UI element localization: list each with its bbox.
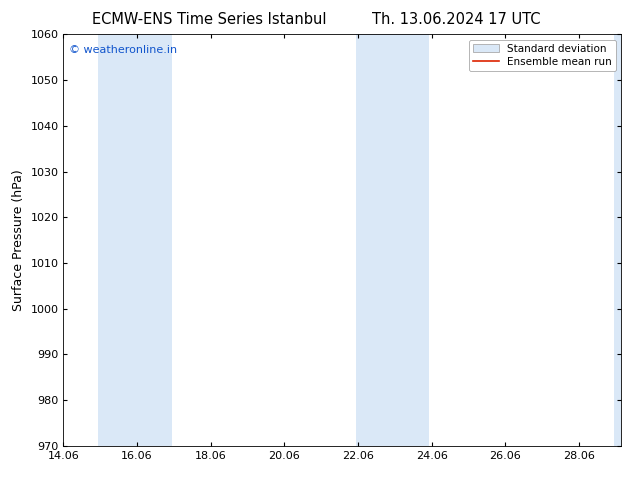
Legend: Standard deviation, Ensemble mean run: Standard deviation, Ensemble mean run	[469, 40, 616, 71]
Text: ECMW-ENS Time Series Istanbul: ECMW-ENS Time Series Istanbul	[92, 12, 327, 27]
Text: Th. 13.06.2024 17 UTC: Th. 13.06.2024 17 UTC	[372, 12, 541, 27]
Y-axis label: Surface Pressure (hPa): Surface Pressure (hPa)	[12, 169, 25, 311]
Bar	[98, 34, 172, 446]
Bar	[356, 34, 429, 446]
Text: © weatheronline.in: © weatheronline.in	[69, 45, 177, 54]
Bar	[614, 34, 628, 446]
